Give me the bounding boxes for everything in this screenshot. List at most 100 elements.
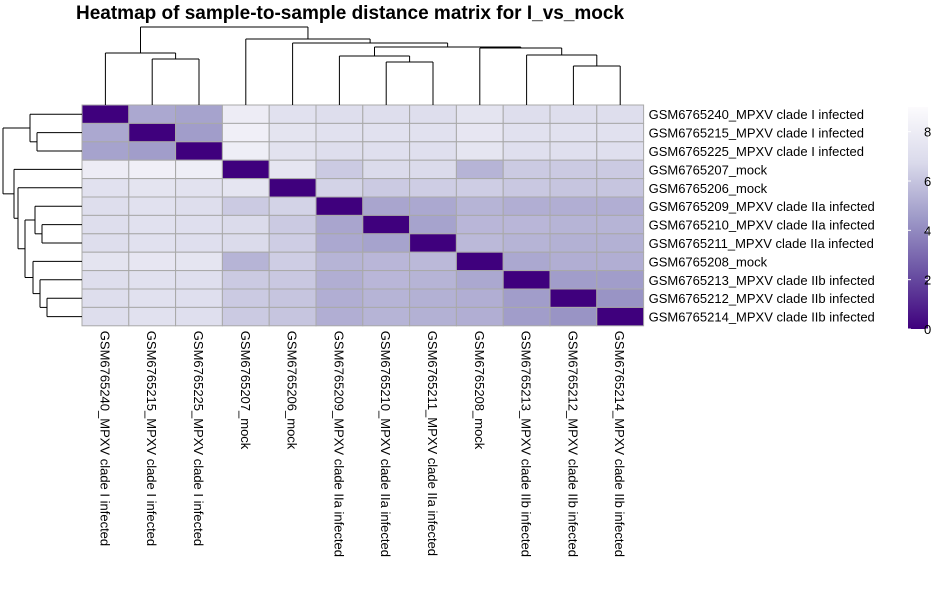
heatmap-cell (268, 270, 317, 290)
heatmap-cell (81, 159, 130, 180)
heatmap-cell (596, 306, 645, 327)
heatmap-cell (315, 122, 364, 143)
chart-title: Heatmap of sample-to-sample distance mat… (76, 3, 625, 24)
heatmap-cell (315, 214, 364, 235)
heatmap-cell (175, 104, 223, 124)
heatmap-cells (81, 104, 645, 327)
row-label: GSM6765210_MPXV clade IIa infected (649, 218, 875, 233)
heatmap-cell (455, 178, 504, 198)
heatmap-cell (596, 233, 645, 253)
heatmap-cell (549, 251, 598, 272)
legend-colorbar (908, 107, 928, 329)
heatmap-cell (409, 141, 457, 161)
heatmap-cell (549, 178, 598, 198)
heatmap-cell (409, 122, 457, 143)
heatmap-cell (362, 141, 411, 161)
heatmap-cell (455, 141, 504, 161)
heatmap-cell (81, 251, 130, 272)
heatmap-cell (549, 104, 598, 124)
heatmap-cell (362, 104, 411, 124)
heatmap-cell (596, 196, 645, 216)
column-label: GSM6765215_MPXV clade I infected (144, 331, 159, 546)
heatmap-cell (315, 233, 364, 253)
heatmap-cell (362, 270, 411, 290)
heatmap-cell (128, 178, 177, 198)
heatmap-cell (409, 288, 457, 308)
heatmap-cell (455, 122, 504, 143)
heatmap-cell (315, 288, 364, 308)
heatmap-cell (268, 233, 317, 253)
heatmap-cell (81, 122, 130, 143)
heatmap-cell (268, 251, 317, 272)
column-label: GSM6765210_MPXV clade IIa infected (378, 331, 393, 557)
heatmap-cell (502, 178, 551, 198)
heatmap-cell (128, 159, 177, 180)
heatmap-cell (596, 104, 645, 124)
heatmap-cell (362, 214, 411, 235)
heatmap-cell (81, 288, 130, 308)
column-label: GSM6765207_mock (238, 331, 253, 450)
heatmap-cell (268, 141, 317, 161)
heatmap-cell (81, 306, 130, 327)
row-label: GSM6765209_MPXV clade IIa infected (649, 199, 875, 214)
column-label: GSM6765225_MPXV clade I infected (191, 331, 206, 546)
heatmap-cell (455, 159, 504, 180)
heatmap-cell (596, 178, 645, 198)
heatmap-cell (128, 251, 177, 272)
heatmap-cell (409, 178, 457, 198)
heatmap-cell (409, 270, 457, 290)
heatmap-cell (81, 141, 130, 161)
heatmap-cell (362, 122, 411, 143)
heatmap-cell (409, 233, 457, 253)
legend-tick-label: 4 (924, 223, 931, 238)
heatmap-cell (362, 233, 411, 253)
column-label: GSM6765212_MPXV clade IIb infected (565, 331, 580, 557)
heatmap-cell (362, 306, 411, 327)
heatmap-cell (128, 233, 177, 253)
heatmap-cell (409, 196, 457, 216)
column-label: GSM6765240_MPXV clade I infected (97, 331, 112, 546)
heatmap-cell (549, 306, 598, 327)
heatmap-cell (596, 288, 645, 308)
heatmap-cell (221, 270, 270, 290)
heatmap-cell (362, 196, 411, 216)
heatmap-cell (596, 122, 645, 143)
heatmap-cell (596, 270, 645, 290)
heatmap-cell (128, 306, 177, 327)
heatmap-cell (221, 196, 270, 216)
heatmap-cell (596, 159, 645, 180)
heatmap-cell (502, 306, 551, 327)
heatmap-cell (81, 178, 130, 198)
heatmap-cell (128, 288, 177, 308)
heatmap-cell (128, 104, 177, 124)
row-label: GSM6765215_MPXV clade I infected (649, 126, 864, 141)
heatmap-cell (128, 141, 177, 161)
heatmap-cell (315, 196, 364, 216)
heatmap-cell (315, 141, 364, 161)
heatmap-cell (596, 251, 645, 272)
heatmap-cell (268, 214, 317, 235)
heatmap-cell (362, 159, 411, 180)
heatmap-cell (268, 159, 317, 180)
heatmap-cell (221, 178, 270, 198)
heatmap-cell (549, 159, 598, 180)
row-label: GSM6765214_MPXV clade IIb infected (649, 310, 875, 325)
heatmap-cell (549, 288, 598, 308)
heatmap-cell (549, 141, 598, 161)
heatmap-cell (549, 122, 598, 143)
row-label: GSM6765211_MPXV clade IIa infected (649, 236, 874, 251)
heatmap-cell (409, 214, 457, 235)
heatmap-cell (268, 178, 317, 198)
column-label: GSM6765206_mock (285, 331, 300, 450)
heatmap-cell (502, 288, 551, 308)
column-dendrogram (104, 26, 621, 105)
heatmap-cell (175, 122, 223, 143)
heatmap-cell (175, 159, 223, 180)
heatmap-cell (128, 196, 177, 216)
heatmap-cell (128, 214, 177, 235)
row-label: GSM6765213_MPXV clade IIb infected (649, 273, 875, 288)
heatmap-cell (268, 122, 317, 143)
row-label: GSM6765208_mock (649, 254, 768, 269)
heatmap-cell (315, 251, 364, 272)
heatmap-cell (409, 251, 457, 272)
